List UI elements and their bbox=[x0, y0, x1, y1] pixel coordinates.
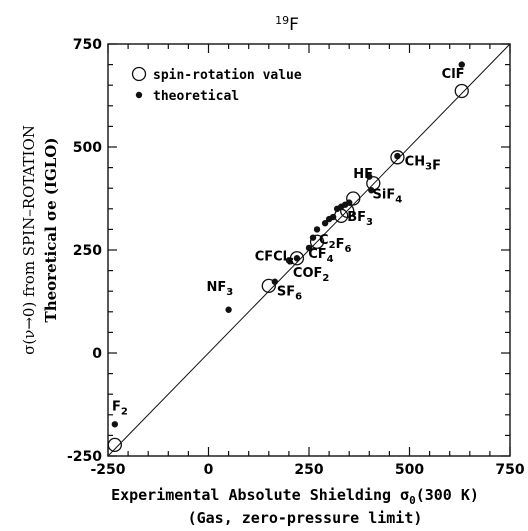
point-label: HF bbox=[353, 167, 373, 182]
legend-label: spin-rotation value bbox=[153, 68, 302, 83]
spin-rotation-point bbox=[390, 150, 405, 165]
spin-rotation-point bbox=[309, 234, 325, 249]
data-points bbox=[107, 61, 469, 453]
theoretical-point bbox=[321, 220, 329, 227]
legend: spin-rotation value theoretical bbox=[131, 66, 302, 104]
theoretical-point bbox=[271, 278, 279, 285]
x-axis-label-end: (300 K) bbox=[416, 486, 479, 504]
x-tick-label: 0 bbox=[204, 462, 214, 478]
theoretical-point bbox=[329, 213, 337, 221]
point-label: ClF bbox=[442, 67, 465, 82]
spin-rotation-point bbox=[107, 437, 122, 453]
point-label: COF2 bbox=[293, 266, 329, 284]
y-tick-label: 500 bbox=[73, 140, 102, 156]
spin-rotation-point bbox=[454, 83, 469, 99]
theoretical-point bbox=[111, 421, 119, 428]
title-main: F bbox=[289, 15, 299, 35]
x-axis-label: Experimental Absolute Shielding σ0(300 K… bbox=[111, 486, 479, 507]
point-label: SiF4 bbox=[373, 188, 403, 206]
theoretical-point bbox=[313, 226, 321, 233]
theoretical-point bbox=[366, 173, 373, 180]
x-tick-label: -250 bbox=[90, 462, 125, 478]
tick-labels: -250 0 250 500 750 -250 0 250 500 750 bbox=[67, 37, 525, 478]
point-label: CH3F bbox=[405, 155, 441, 174]
x-axis-label-main: Experimental Absolute Shielding σ bbox=[111, 486, 409, 504]
theoretical-point bbox=[346, 199, 353, 206]
theoretical-point bbox=[368, 187, 375, 194]
theoretical-point bbox=[285, 257, 293, 264]
chart-title: 19F bbox=[275, 14, 299, 35]
title-superscript: 19 bbox=[275, 14, 289, 27]
point-label: C2F6 bbox=[319, 233, 351, 255]
y-tick-label: 0 bbox=[92, 346, 102, 362]
x-axis-label-2: (Gas, zero-pressure limit) bbox=[188, 509, 423, 527]
theoretical-point bbox=[225, 306, 232, 313]
spin-rotation-point bbox=[261, 278, 276, 293]
point-label: CFCl3 bbox=[255, 249, 294, 267]
legend-label: theoretical bbox=[153, 89, 239, 104]
x-tick-label: 250 bbox=[294, 462, 323, 478]
point-label: CF4 bbox=[308, 247, 333, 265]
point-label: F2 bbox=[112, 400, 128, 418]
y-axis-label-2: Theoretical σe (IGLO) bbox=[42, 138, 60, 323]
theoretical-point bbox=[293, 255, 301, 262]
legend-symbol-spin-rotation bbox=[131, 66, 147, 82]
axis-ticks bbox=[107, 43, 511, 457]
point-label: SF6 bbox=[277, 284, 302, 302]
x-tick-label: 500 bbox=[395, 462, 424, 478]
theoretical-point bbox=[458, 61, 465, 68]
theoretical-point bbox=[305, 244, 313, 252]
x-axis-label-sub: 0 bbox=[409, 494, 416, 507]
y-axis-label: σ(ν→0) from SPIN–ROTATION bbox=[20, 125, 38, 355]
point-label: BF3 bbox=[347, 210, 373, 228]
y-tick-label: 250 bbox=[73, 243, 102, 259]
y-tick-label: -250 bbox=[67, 449, 102, 465]
theoretical-point bbox=[394, 152, 401, 160]
y-tick-label: 750 bbox=[73, 37, 102, 53]
x-tick-label: 750 bbox=[495, 462, 524, 478]
theoretical-point bbox=[309, 234, 317, 241]
point-label: NF3 bbox=[206, 280, 233, 298]
spin-rotation-point bbox=[346, 191, 361, 206]
legend-symbol-theoretical bbox=[135, 91, 143, 99]
